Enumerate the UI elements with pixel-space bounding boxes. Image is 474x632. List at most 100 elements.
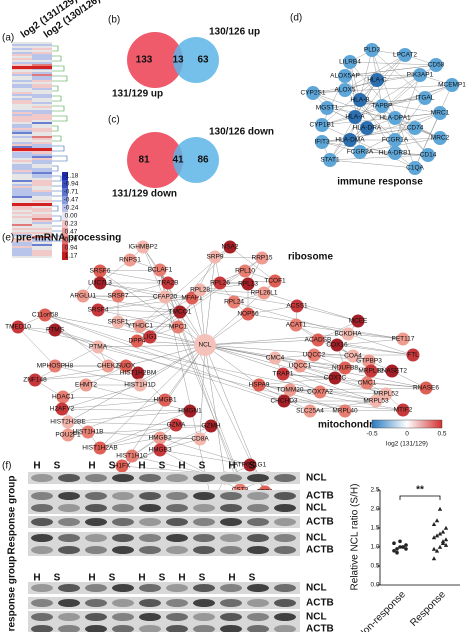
label: ITGAL	[416, 95, 435, 102]
edge	[99, 344, 206, 449]
label: GZMH	[201, 423, 220, 430]
label: H	[228, 573, 235, 584]
band	[85, 518, 107, 526]
node	[388, 133, 402, 147]
edge	[344, 409, 404, 412]
label: (d)	[290, 13, 302, 24]
label: HLA-C	[367, 77, 387, 84]
label: NDUFB8	[332, 365, 358, 372]
label: POU2F1	[55, 432, 81, 439]
edge	[85, 365, 127, 386]
heatmap-band	[12, 148, 52, 151]
heatmap-cell	[32, 56, 52, 58]
label: H	[138, 461, 145, 472]
band	[274, 546, 296, 554]
venn-left	[127, 32, 183, 88]
edge	[376, 74, 421, 81]
label: S	[109, 461, 116, 472]
edge	[312, 84, 453, 94]
node	[11, 320, 25, 334]
label: TCOF1	[264, 278, 286, 285]
heatmap-cell	[12, 72, 32, 74]
band	[220, 518, 242, 526]
heatmap-cell	[32, 226, 52, 228]
label: FCGR1A	[382, 137, 409, 144]
edge	[394, 74, 421, 141]
node	[81, 425, 95, 439]
heatmap-cell	[32, 184, 52, 186]
heatmap-cell	[12, 254, 32, 256]
heatmap-cell	[12, 244, 32, 246]
label: HMGB2	[148, 435, 172, 442]
node	[28, 373, 42, 387]
label: CD58	[428, 62, 445, 69]
label: MRPL53	[363, 398, 389, 405]
edge	[312, 74, 421, 94]
band	[193, 518, 215, 526]
edge	[121, 449, 161, 467]
edge	[233, 301, 349, 335]
point	[398, 539, 402, 544]
label: RNPS1	[119, 257, 141, 264]
label: BCLAF1	[148, 267, 173, 274]
label: MRC2	[431, 135, 450, 142]
heatmap-cell	[32, 86, 52, 88]
blot	[28, 623, 300, 632]
heatmap-cell	[12, 144, 32, 146]
label: CD8A	[191, 436, 209, 443]
point	[431, 522, 437, 526]
edge	[347, 333, 404, 340]
band	[112, 474, 134, 482]
heatmap-cell	[12, 192, 32, 194]
heatmap-cell	[32, 118, 52, 120]
edge	[99, 270, 169, 284]
venn-right	[173, 137, 219, 183]
heatmap-cell	[32, 106, 52, 108]
node	[348, 110, 362, 124]
edge	[312, 92, 356, 118]
label: Response	[408, 589, 448, 629]
node	[243, 458, 257, 472]
label: 0.00	[65, 213, 78, 220]
edge	[44, 314, 206, 346]
node	[303, 404, 317, 418]
edge	[282, 373, 336, 379]
band	[31, 492, 53, 500]
point	[392, 541, 396, 545]
label: H	[228, 461, 235, 472]
heatmap-cell	[12, 158, 32, 160]
node	[143, 330, 157, 344]
heatmap-cell	[32, 132, 52, 134]
node	[445, 78, 459, 92]
colorbar-cell	[62, 172, 68, 180]
colorbar-cell	[62, 188, 68, 196]
edge	[247, 313, 404, 340]
band	[274, 599, 296, 607]
heatmap-cell	[12, 122, 32, 124]
label: Non-response group	[7, 556, 18, 632]
heatmap-cell	[32, 206, 52, 208]
heatmap-cell	[32, 102, 52, 104]
band	[112, 534, 134, 542]
node	[315, 118, 329, 132]
band	[166, 584, 188, 592]
band	[193, 504, 215, 512]
dendrogram	[52, 145, 65, 152]
blot	[28, 532, 300, 544]
band	[112, 625, 134, 632]
heatmap-cell	[32, 182, 52, 184]
edge	[204, 344, 260, 386]
label: H	[138, 573, 145, 584]
label: HSPA9	[249, 382, 270, 389]
band	[139, 492, 161, 500]
heatmap-cell	[32, 134, 52, 136]
label: S	[54, 461, 61, 472]
label: DPP4	[129, 338, 146, 345]
venn-left	[127, 132, 183, 188]
edge	[321, 112, 441, 126]
heatmap-cell	[32, 44, 52, 46]
node	[153, 431, 167, 445]
node	[133, 319, 147, 333]
heatmap-cell	[12, 160, 32, 162]
label: RRP15	[252, 255, 273, 262]
